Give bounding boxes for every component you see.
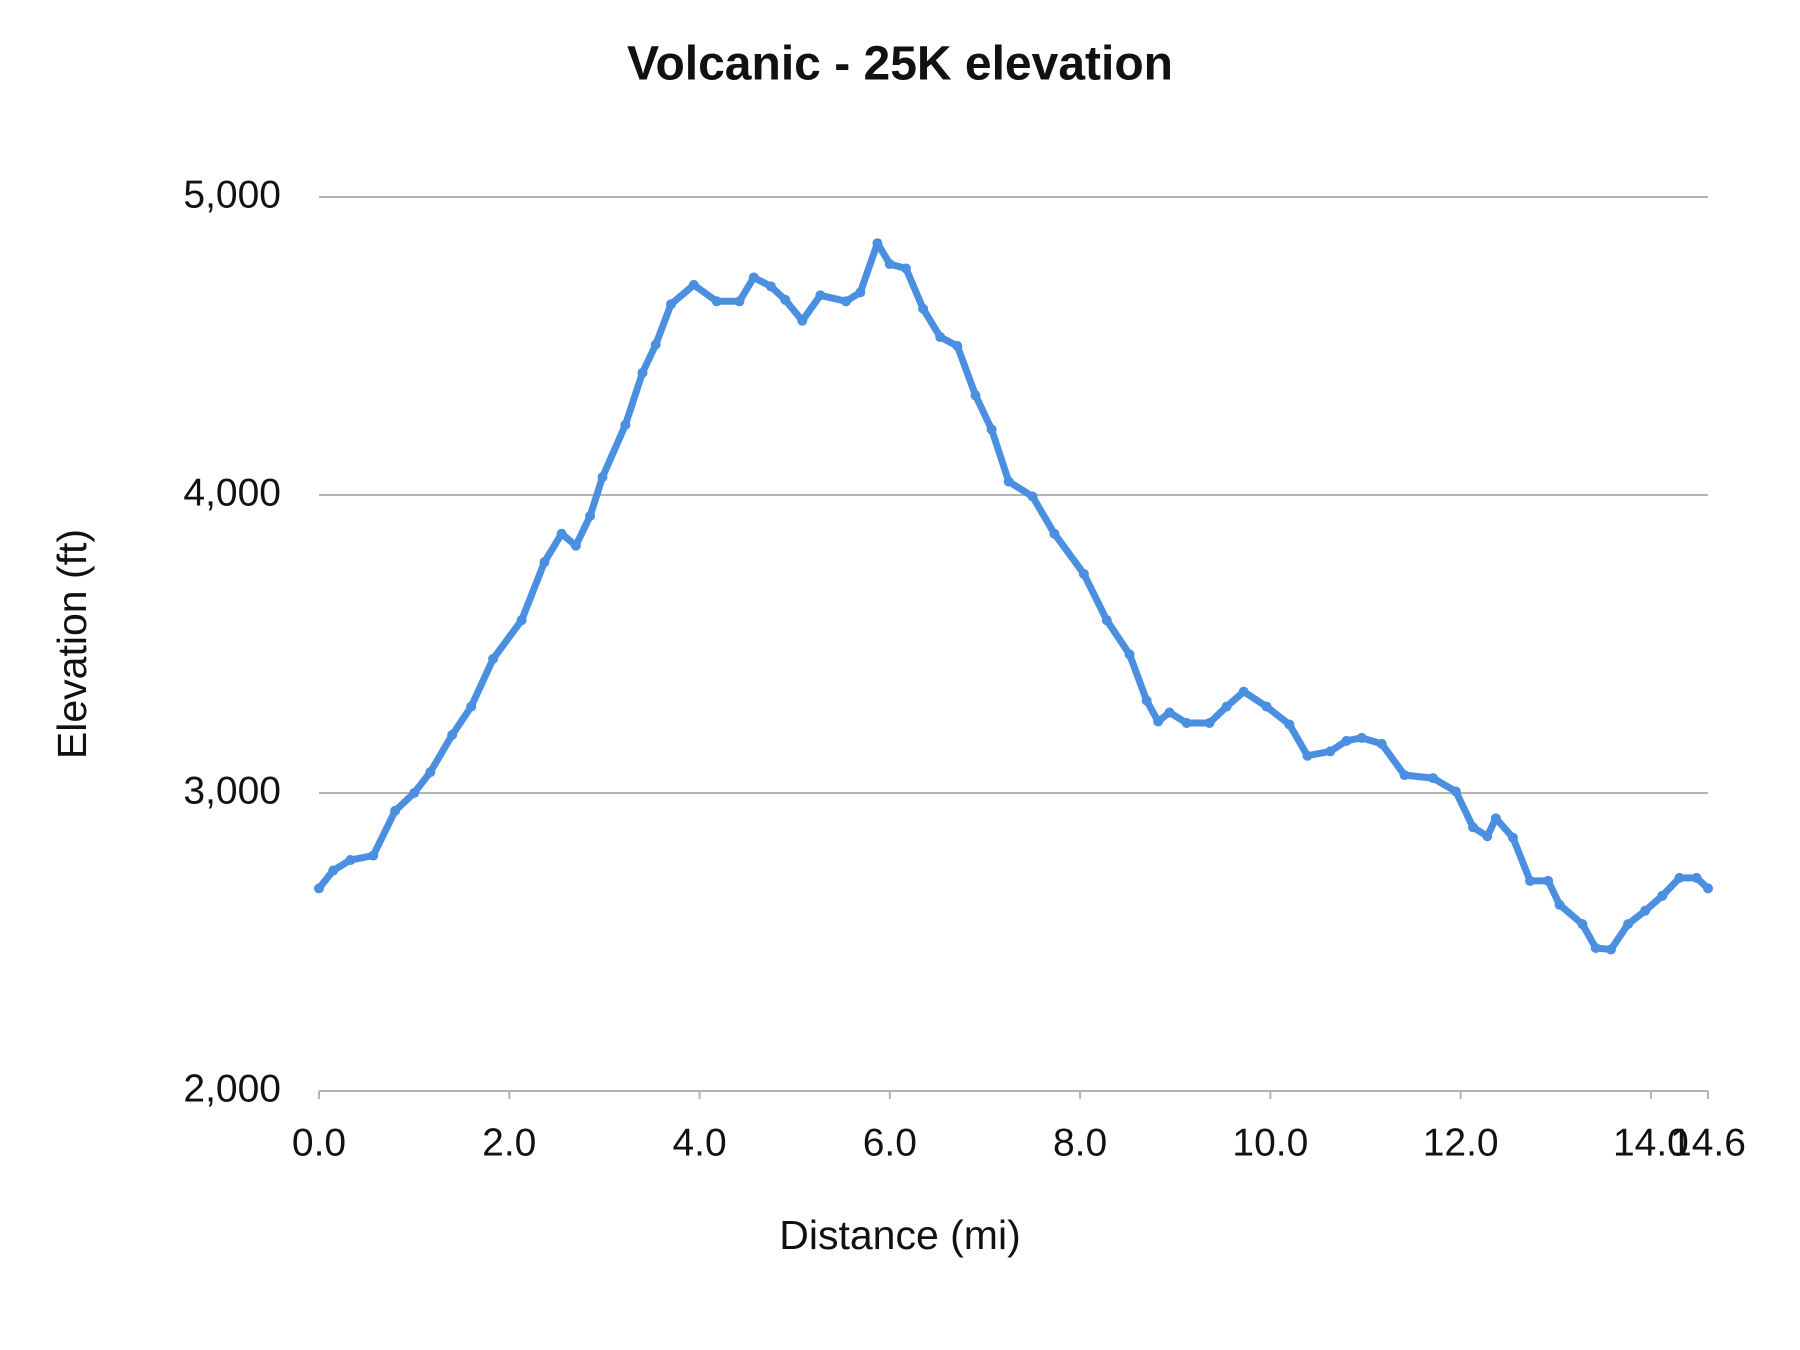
point [884,259,895,270]
x-axis-title: Distance (mi) [779,1212,1020,1258]
point [1657,890,1668,901]
point [556,528,567,539]
point [1376,738,1387,749]
point [1691,872,1702,883]
point [1302,750,1313,761]
point [900,263,911,274]
point [1428,773,1439,784]
x-tick-label: 4.0 [672,1121,726,1164]
point [1141,695,1152,706]
point [488,653,499,664]
point [314,883,324,894]
point [620,419,631,430]
point [1153,716,1164,727]
point [1468,822,1479,833]
point [1623,919,1634,930]
point [1507,832,1518,843]
point [447,729,458,740]
point [1003,476,1014,487]
point [1399,770,1410,781]
point [637,367,648,378]
x-tick-label: 10.0 [1232,1121,1308,1164]
point [1490,813,1501,824]
point [1027,491,1038,502]
point [935,332,946,343]
x-tick-label: 2.0 [482,1121,536,1164]
point [466,701,477,712]
point [1605,944,1616,955]
point [570,540,581,551]
point [918,303,929,314]
point [1640,905,1651,916]
point [1164,707,1175,718]
point [1554,899,1565,910]
y-axis-title: Elevation (ft) [49,529,95,759]
point [1078,568,1089,579]
point [1325,746,1336,757]
point [986,424,997,435]
point [1543,875,1554,886]
point [1525,875,1536,886]
point [1049,528,1060,539]
point [797,315,808,326]
point [1482,831,1493,842]
y-tick-label: 3,000 [183,769,281,812]
point [765,281,776,292]
point [1450,786,1461,797]
point [539,557,550,568]
point [688,279,699,290]
point [734,296,745,307]
point [1703,883,1713,894]
point [841,296,852,307]
point [516,615,527,626]
point [1204,717,1215,728]
x-tick-label: 0.0 [292,1121,346,1164]
point [1221,701,1232,712]
y-tick-label: 5,000 [183,173,281,216]
point [328,865,339,876]
point [650,339,661,350]
point [1238,686,1249,697]
point [1124,649,1135,660]
x-tick-label: 8.0 [1053,1121,1107,1164]
point [970,390,981,401]
point [390,805,401,816]
point [748,272,759,283]
point [1261,701,1272,712]
point [1101,615,1112,626]
point [1590,942,1601,953]
point [409,788,420,798]
point [425,767,436,778]
point [1284,719,1295,730]
x-tick-label: 14.6 [1670,1121,1746,1164]
x-tick-label: 14.0 [1613,1121,1689,1164]
point [345,855,356,866]
point [1181,717,1192,728]
point [855,287,866,298]
point [585,510,596,521]
x-tick-label: 12.0 [1423,1121,1499,1164]
point [952,341,963,351]
y-tick-label: 4,000 [183,471,281,514]
point [666,299,677,310]
point [1577,919,1588,930]
point [711,296,722,307]
x-tick-label: 6.0 [863,1121,917,1164]
chart-title: Volcanic - 25K elevation [627,38,1173,91]
point [1674,872,1685,883]
point [872,238,883,249]
point [597,472,608,483]
y-tick-label: 2,000 [183,1067,281,1110]
point [815,290,826,301]
point [780,294,791,305]
point [368,850,379,861]
point [1341,735,1352,746]
point [1356,732,1367,743]
